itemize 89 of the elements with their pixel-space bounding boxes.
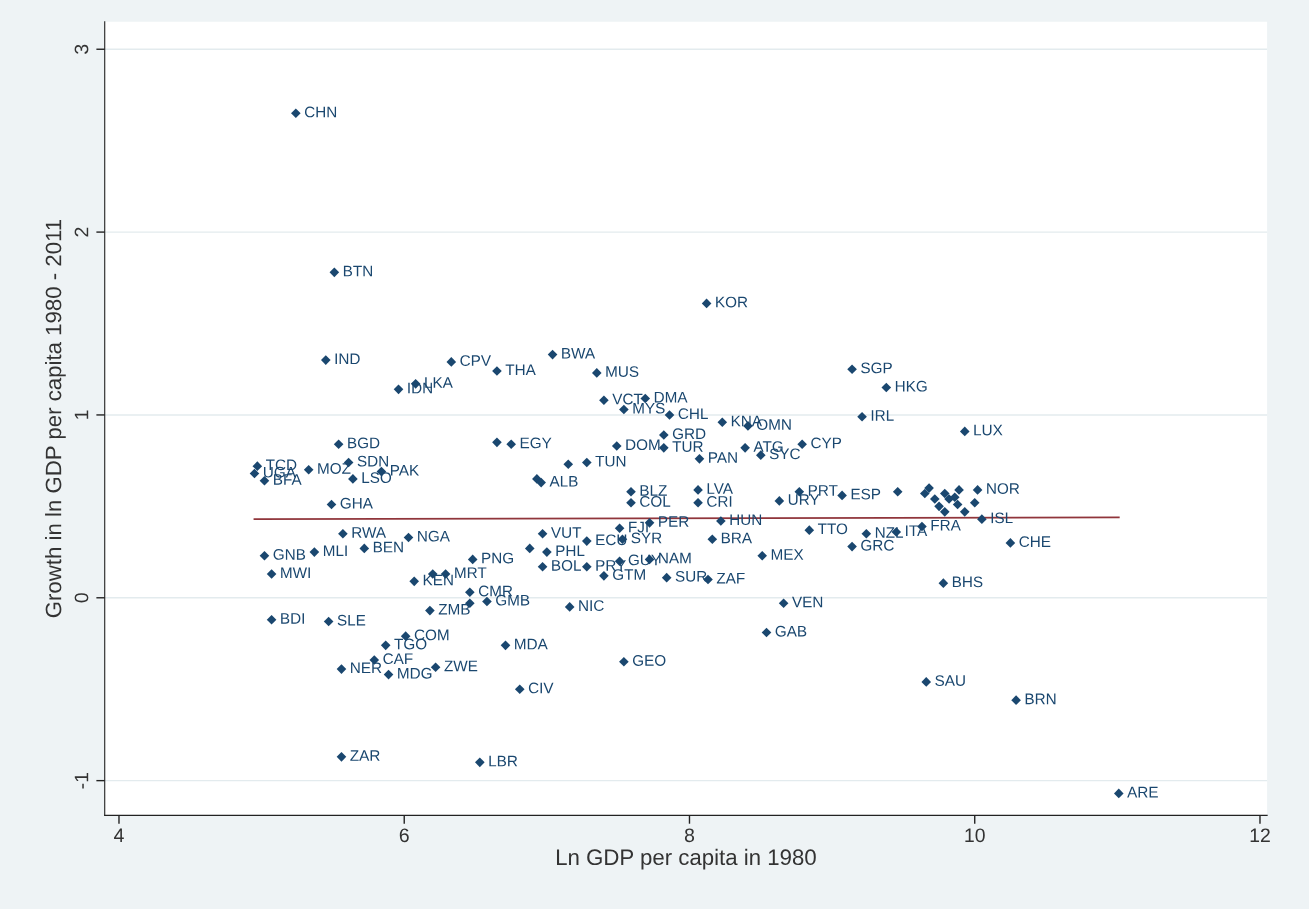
data-label: CIV — [528, 682, 554, 694]
data-label: THA — [505, 364, 536, 375]
data-label: PAK — [391, 465, 420, 476]
data-label: NGA — [418, 530, 450, 542]
data-label: IND — [335, 353, 360, 365]
data-label: LBR — [489, 755, 518, 767]
data-label: BDI — [281, 613, 304, 624]
x-tick-label: 12 — [1250, 828, 1270, 842]
data-label: SYR — [631, 532, 662, 544]
data-label: PHL — [556, 545, 585, 557]
data-label: MUS — [606, 366, 639, 377]
data-label: CHL — [678, 408, 708, 420]
data-label: SGP — [861, 362, 892, 374]
data-label: MEX — [771, 549, 804, 560]
data-label: MLI — [323, 545, 347, 557]
data-label: LSO — [362, 472, 392, 484]
data-label: GTM — [613, 569, 645, 580]
data-label: COL — [640, 495, 671, 507]
data-label: FRA — [931, 519, 961, 531]
data-label: ZWE — [444, 660, 478, 672]
data-label: CYP — [811, 437, 842, 449]
data-label: IRL — [871, 410, 894, 421]
data-label: GHA — [340, 497, 373, 509]
data-label: CPV — [460, 355, 491, 367]
data-label: DOM — [626, 439, 660, 451]
y-tick-label: 0 — [74, 593, 89, 603]
data-label: ZAR — [350, 750, 380, 761]
data-label: ARE — [1127, 786, 1158, 798]
x-tick-label: 4 — [114, 828, 124, 842]
data-label: TTO — [817, 523, 848, 535]
data-label: ZMB — [438, 604, 470, 615]
x-tick-label: 10 — [965, 828, 985, 843]
data-label: LVA — [707, 483, 733, 494]
data-label: ESP — [851, 488, 881, 500]
data-label: PER — [659, 516, 689, 527]
data-label: VUT — [550, 527, 582, 538]
data-label: ALB — [549, 476, 578, 487]
y-tick-label: 3 — [74, 44, 89, 54]
data-label: BWA — [562, 348, 596, 359]
data-label: BRN — [1025, 693, 1056, 705]
y-tick-label: 2 — [74, 227, 89, 237]
data-label: ZAF — [716, 572, 745, 584]
data-label: NOR — [987, 483, 1020, 495]
data-label: RWA — [352, 527, 387, 538]
data-label: CAF — [383, 653, 413, 665]
data-label: BHS — [952, 576, 983, 588]
y-tick-label: 1 — [74, 410, 89, 419]
data-label: CHE — [1019, 536, 1051, 548]
data-label: NER — [351, 662, 382, 674]
data-label: SDN — [357, 455, 388, 467]
data-label: CRI — [707, 495, 732, 507]
data-label: NAM — [659, 552, 691, 564]
x-tick-label: 8 — [684, 828, 695, 843]
data-label: PNG — [482, 552, 513, 564]
data-label: GRC — [861, 539, 894, 551]
data-label: PAN — [709, 452, 737, 463]
x-tick-label: 6 — [399, 828, 409, 843]
data-label: KOR — [716, 296, 748, 308]
data-label: DMA — [654, 391, 688, 403]
data-label: HKG — [895, 380, 927, 392]
data-label: SLE — [337, 614, 366, 626]
data-label: MRT — [455, 567, 487, 578]
data-label: BTN — [343, 265, 372, 277]
data-label: TUR — [672, 441, 703, 452]
data-label: GAB — [775, 625, 807, 637]
data-label: SAU — [935, 675, 965, 686]
x-axis-title: Ln GDP per capita in 1980 — [557, 848, 816, 870]
data-label: MWI — [281, 567, 310, 578]
y-tick-label: -1 — [74, 772, 89, 789]
data-label: BEN — [373, 541, 403, 553]
data-label: BRA — [721, 532, 753, 544]
data-label: URY — [788, 494, 820, 505]
data-label: SUR — [675, 570, 707, 582]
data-label: BLZ — [640, 485, 667, 496]
data-label: EGY — [520, 437, 552, 449]
data-label: GEO — [632, 655, 666, 666]
data-label: MDG — [398, 667, 432, 679]
data-label: LUX — [974, 424, 1003, 436]
data-label: BGD — [348, 437, 380, 449]
data-label: GNB — [273, 549, 306, 560]
data-label: BOL — [552, 559, 581, 571]
y-axis-title: Growth in ln GDP per capita 1980 - 2011 — [45, 219, 66, 618]
data-label: VEN — [792, 596, 823, 608]
data-label: TUN — [595, 455, 626, 467]
data-label: PRT — [808, 485, 838, 496]
data-label: NIC — [579, 600, 604, 612]
data-label: CHN — [304, 106, 337, 118]
data-label: MDA — [515, 638, 548, 650]
data-label: GRD — [672, 428, 706, 440]
